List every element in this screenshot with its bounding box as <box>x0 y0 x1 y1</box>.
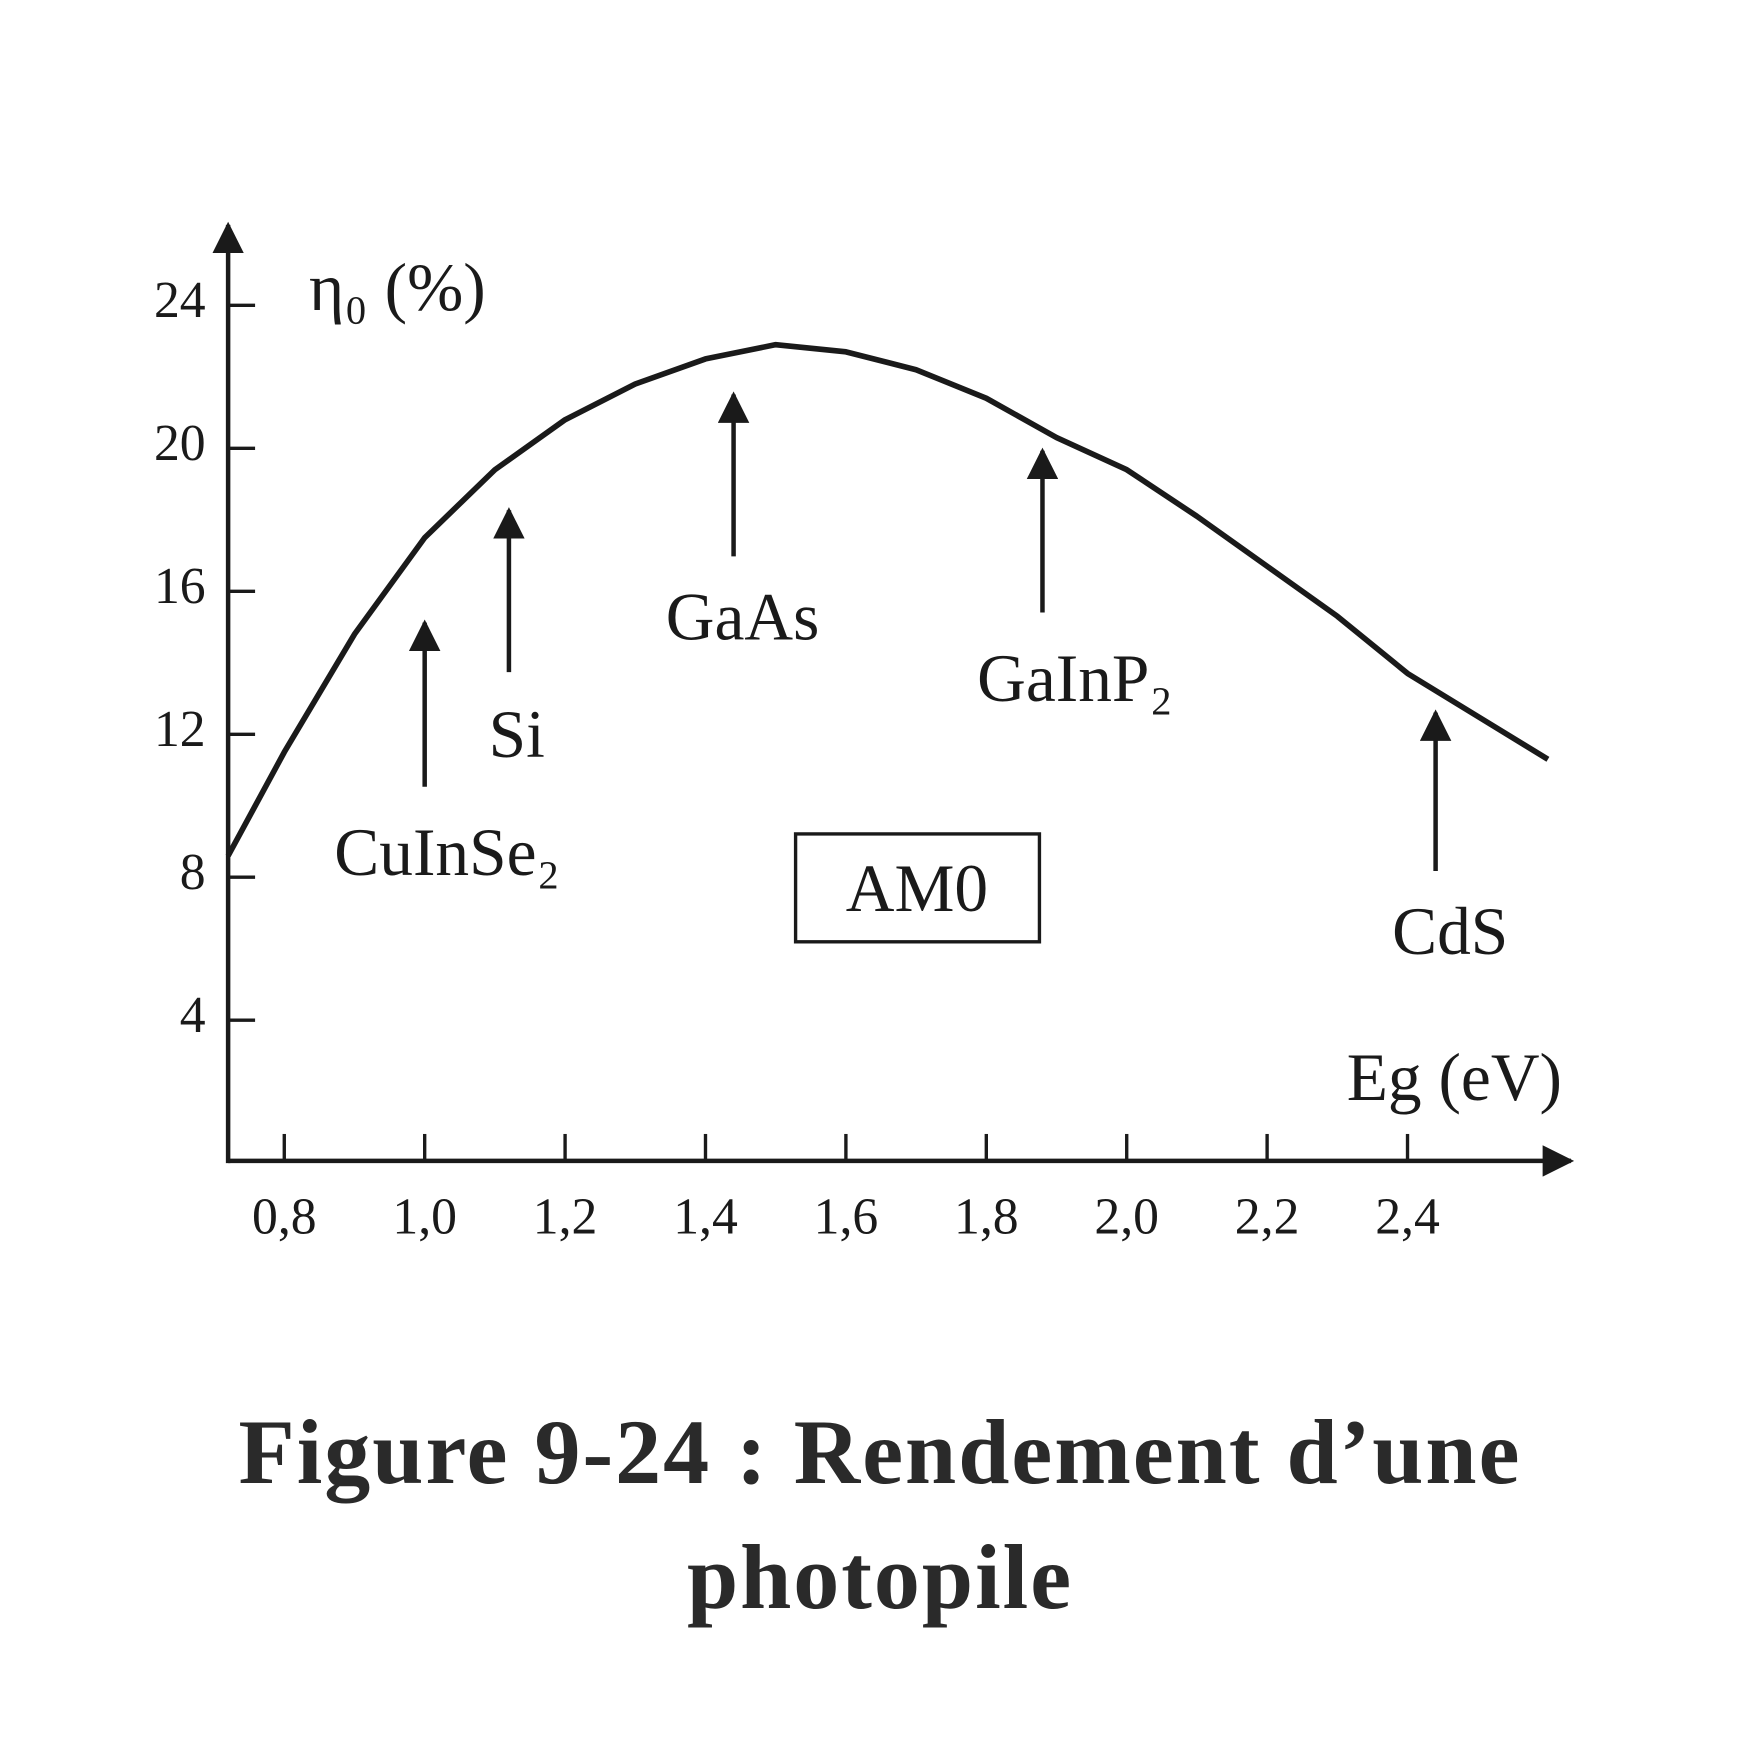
annotation-label: GaInP₂ <box>977 641 1173 716</box>
y-tick-label: 12 <box>154 701 206 758</box>
x-axis-label: Eg (eV) <box>1347 1040 1562 1115</box>
caption: Figure 9-24 : Rendement d’une photopile <box>238 1401 1522 1628</box>
x-tick-label: 0,8 <box>252 1188 317 1245</box>
curve <box>225 341 1550 858</box>
x-tick-label: 1,2 <box>533 1188 598 1245</box>
x-tick-label: 1,0 <box>392 1188 457 1245</box>
x-tick-label: 1,6 <box>814 1188 879 1245</box>
x-tick-label: 2,4 <box>1375 1188 1440 1245</box>
y-tick-label: 20 <box>154 415 206 472</box>
y-tick-label: 4 <box>180 987 206 1044</box>
annotation-label: CdS <box>1392 894 1508 969</box>
x-tick-label: 2,0 <box>1094 1188 1159 1245</box>
legend-box <box>793 832 1042 944</box>
y-tick-label: 8 <box>180 844 206 901</box>
x-tick-label: 2,2 <box>1235 1188 1300 1245</box>
annotation-label: CuInSe₂ <box>334 815 560 890</box>
y-axis-label: η₀ (%) <box>309 250 486 325</box>
legend-label: AM0 <box>846 851 988 926</box>
annotation-label: Si <box>489 697 545 772</box>
x-tick-label: 1,4 <box>673 1188 738 1245</box>
y-tick-label: 24 <box>154 272 206 329</box>
x-tick-label: 1,8 <box>954 1188 1019 1245</box>
annotation-label: GaAs <box>666 579 820 654</box>
y-tick-label: 16 <box>154 558 206 615</box>
